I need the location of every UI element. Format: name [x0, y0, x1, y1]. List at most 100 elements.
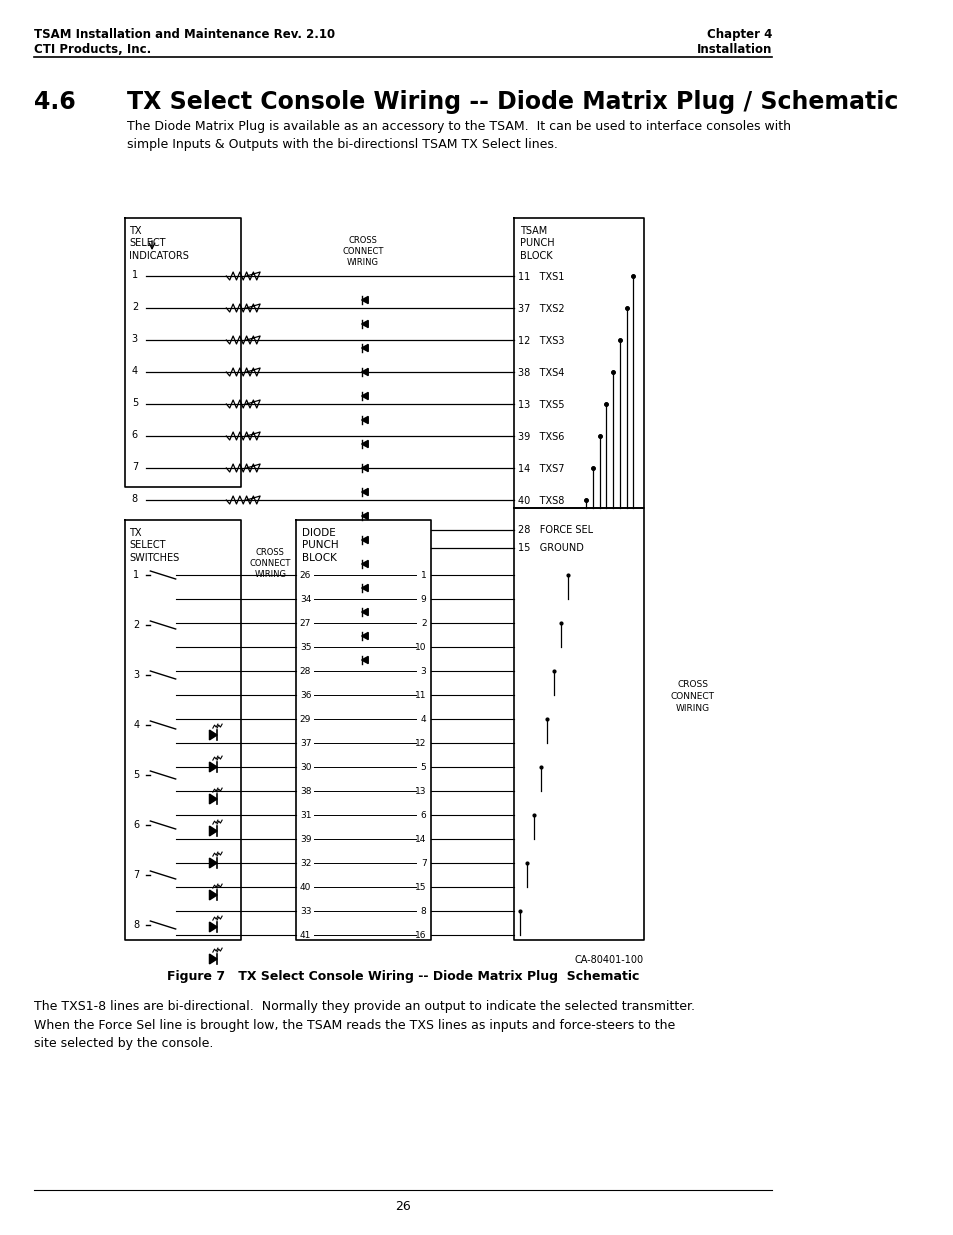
Text: 1: 1	[133, 571, 139, 580]
Text: 6: 6	[420, 810, 426, 820]
Text: 26: 26	[395, 1200, 411, 1213]
Text: 3: 3	[420, 667, 426, 676]
Text: Installation: Installation	[696, 43, 771, 56]
Polygon shape	[361, 368, 368, 375]
Text: 36: 36	[299, 690, 311, 699]
Polygon shape	[210, 826, 217, 836]
Polygon shape	[361, 441, 368, 447]
Text: 37   TXS2: 37 TXS2	[517, 304, 564, 314]
Text: 27: 27	[299, 619, 311, 627]
Text: 29: 29	[299, 715, 311, 724]
Text: 5: 5	[420, 762, 426, 772]
Polygon shape	[210, 890, 217, 900]
Text: 5: 5	[132, 398, 138, 408]
Text: 5: 5	[133, 769, 139, 781]
Text: 7: 7	[420, 858, 426, 867]
Text: 41: 41	[299, 930, 311, 940]
Text: 35: 35	[299, 642, 311, 652]
Polygon shape	[361, 513, 368, 520]
Polygon shape	[210, 955, 217, 963]
Text: 40   TXS8: 40 TXS8	[517, 496, 563, 506]
Text: 40: 40	[299, 883, 311, 892]
Text: 1: 1	[132, 270, 138, 280]
Polygon shape	[210, 762, 217, 772]
Text: 31: 31	[299, 810, 311, 820]
Text: 1: 1	[420, 571, 426, 579]
Text: 38   TXS4: 38 TXS4	[517, 368, 563, 378]
Text: Chapter 4: Chapter 4	[706, 28, 771, 41]
Text: TX
SELECT
SWITCHES: TX SELECT SWITCHES	[129, 529, 179, 563]
Text: 6: 6	[133, 820, 139, 830]
Polygon shape	[361, 488, 368, 495]
Text: 13   TXS5: 13 TXS5	[517, 400, 563, 410]
Polygon shape	[210, 858, 217, 868]
Text: TX
SELECT
INDICATORS: TX SELECT INDICATORS	[129, 226, 189, 261]
Text: CROSS
CONNECT
WIRING: CROSS CONNECT WIRING	[670, 680, 714, 713]
Text: Figure 7   TX Select Console Wiring -- Diode Matrix Plug  Schematic: Figure 7 TX Select Console Wiring -- Dio…	[167, 969, 639, 983]
Polygon shape	[361, 345, 368, 352]
Text: 2: 2	[420, 619, 426, 627]
Text: 8: 8	[420, 906, 426, 915]
Text: DIODE
PUNCH
BLOCK: DIODE PUNCH BLOCK	[302, 529, 338, 563]
Polygon shape	[361, 561, 368, 568]
Text: 30: 30	[299, 762, 311, 772]
Text: 33: 33	[299, 906, 311, 915]
Text: 38: 38	[299, 787, 311, 795]
Text: CTI Products, Inc.: CTI Products, Inc.	[33, 43, 151, 56]
Polygon shape	[210, 730, 217, 740]
Text: 39   TXS6: 39 TXS6	[517, 432, 563, 442]
Text: The Diode Matrix Plug is available as an accessory to the TSAM.  It can be used : The Diode Matrix Plug is available as an…	[127, 120, 790, 151]
Text: 11   TXS1: 11 TXS1	[517, 272, 563, 282]
Polygon shape	[210, 794, 217, 804]
Text: 34: 34	[299, 594, 311, 604]
Text: 8: 8	[133, 920, 139, 930]
Text: 6: 6	[132, 430, 138, 440]
Text: The TXS1-8 lines are bi-directional.  Normally they provide an output to indicat: The TXS1-8 lines are bi-directional. Nor…	[33, 1000, 694, 1050]
Text: 4.6: 4.6	[33, 90, 75, 114]
Text: 7: 7	[132, 462, 138, 472]
Text: 13: 13	[415, 787, 426, 795]
Text: 11: 11	[415, 690, 426, 699]
Text: 9: 9	[420, 594, 426, 604]
Text: 14   TXS7: 14 TXS7	[517, 464, 563, 474]
Text: 26: 26	[299, 571, 311, 579]
Text: 14: 14	[415, 835, 426, 844]
Text: 37: 37	[299, 739, 311, 747]
Text: 2: 2	[133, 620, 139, 630]
Text: 7: 7	[133, 869, 139, 881]
Polygon shape	[361, 296, 368, 304]
Text: 8: 8	[132, 494, 138, 504]
Text: CA-80401-100: CA-80401-100	[574, 955, 642, 965]
Text: 2: 2	[132, 303, 138, 312]
Polygon shape	[361, 632, 368, 640]
Text: 3: 3	[133, 671, 139, 680]
Text: TSAM
PUNCH
BLOCK: TSAM PUNCH BLOCK	[519, 226, 555, 261]
Polygon shape	[361, 609, 368, 615]
Text: 4: 4	[133, 720, 139, 730]
Text: 10: 10	[415, 642, 426, 652]
Text: 15   GROUND: 15 GROUND	[517, 543, 583, 553]
Text: 3: 3	[132, 333, 138, 345]
Text: 28: 28	[299, 667, 311, 676]
Text: 12: 12	[415, 739, 426, 747]
Text: 28   FORCE SEL: 28 FORCE SEL	[517, 525, 592, 535]
Text: CROSS
CONNECT
WIRING: CROSS CONNECT WIRING	[342, 236, 383, 267]
Text: TX Select Console Wiring -- Diode Matrix Plug / Schematic: TX Select Console Wiring -- Diode Matrix…	[127, 90, 897, 114]
Text: 4: 4	[420, 715, 426, 724]
Text: 12   TXS3: 12 TXS3	[517, 336, 563, 346]
Text: 39: 39	[299, 835, 311, 844]
Polygon shape	[361, 416, 368, 424]
Text: 4: 4	[132, 366, 138, 375]
Text: CROSS
CONNECT
WIRING: CROSS CONNECT WIRING	[250, 548, 291, 579]
Polygon shape	[361, 320, 368, 327]
Text: 16: 16	[415, 930, 426, 940]
Polygon shape	[361, 393, 368, 400]
Text: TSAM Installation and Maintenance Rev. 2.10: TSAM Installation and Maintenance Rev. 2…	[33, 28, 335, 41]
Polygon shape	[210, 923, 217, 932]
Text: 15: 15	[415, 883, 426, 892]
Polygon shape	[361, 656, 368, 663]
Polygon shape	[361, 464, 368, 472]
Polygon shape	[361, 584, 368, 592]
Polygon shape	[361, 536, 368, 543]
Text: 32: 32	[299, 858, 311, 867]
